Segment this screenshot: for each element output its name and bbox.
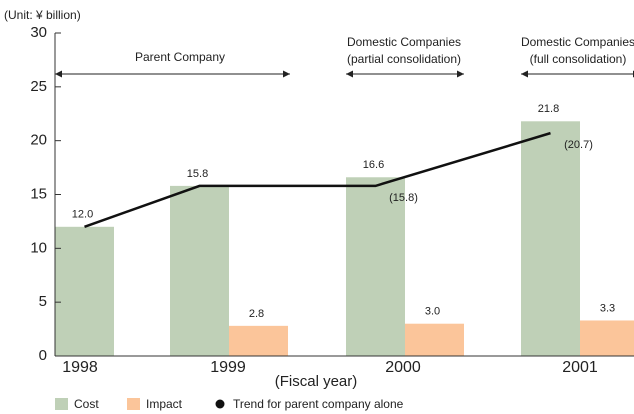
bar [346, 177, 405, 356]
legend-swatch [55, 398, 68, 410]
annotation: Domestic Companies [347, 35, 461, 49]
annotation: (full consolidation) [530, 52, 627, 66]
data-label: 2.8 [249, 308, 264, 320]
legend-swatch [127, 398, 140, 410]
data-label: 15.8 [187, 168, 208, 180]
legend-label: Trend for parent company alone [233, 397, 404, 411]
arrow-head [457, 70, 464, 78]
y-tick-label: 20 [30, 132, 47, 149]
arrow-head [346, 70, 353, 78]
bar [55, 226, 114, 356]
data-label: 12.0 [72, 209, 93, 221]
annotation: Parent Company [135, 50, 225, 64]
trend-line [84, 131, 551, 228]
data-label: 3.0 [425, 306, 440, 318]
legend-label: Impact [146, 397, 183, 411]
y-tick-label: 25 [30, 78, 47, 95]
x-tick-label: 1999 [210, 359, 246, 376]
legend-marker [215, 399, 225, 409]
x-tick-label: 2001 [562, 359, 598, 376]
x-axis-label: (Fiscal year) [275, 373, 358, 390]
bar [170, 185, 229, 356]
y-tick-label: 0 [39, 347, 47, 364]
legend-label: Cost [74, 397, 99, 411]
y-tick-label: 15 [30, 185, 47, 202]
data-label: 16.6 [363, 159, 384, 171]
annotation: Domestic Companies [521, 35, 634, 49]
unit-label: (Unit: ¥ billion) [4, 8, 81, 22]
bar [521, 121, 580, 356]
arrow-head [55, 70, 62, 78]
data-label: 3.3 [600, 302, 615, 314]
bar [405, 323, 464, 356]
annotation: (partial consolidation) [347, 52, 461, 66]
bar [580, 320, 634, 356]
data-label: (15.8) [389, 192, 418, 204]
data-label: 21.8 [538, 103, 559, 115]
data-label: (20.7) [564, 139, 593, 151]
arrow-head [521, 70, 528, 78]
x-tick-label: 1998 [62, 359, 98, 376]
x-tick-label: 2000 [385, 359, 421, 376]
bar [229, 325, 288, 356]
y-tick-label: 10 [30, 239, 47, 256]
arrow-head [283, 70, 290, 78]
y-tick-label: 5 [39, 293, 47, 310]
y-tick-label: 30 [30, 24, 47, 41]
